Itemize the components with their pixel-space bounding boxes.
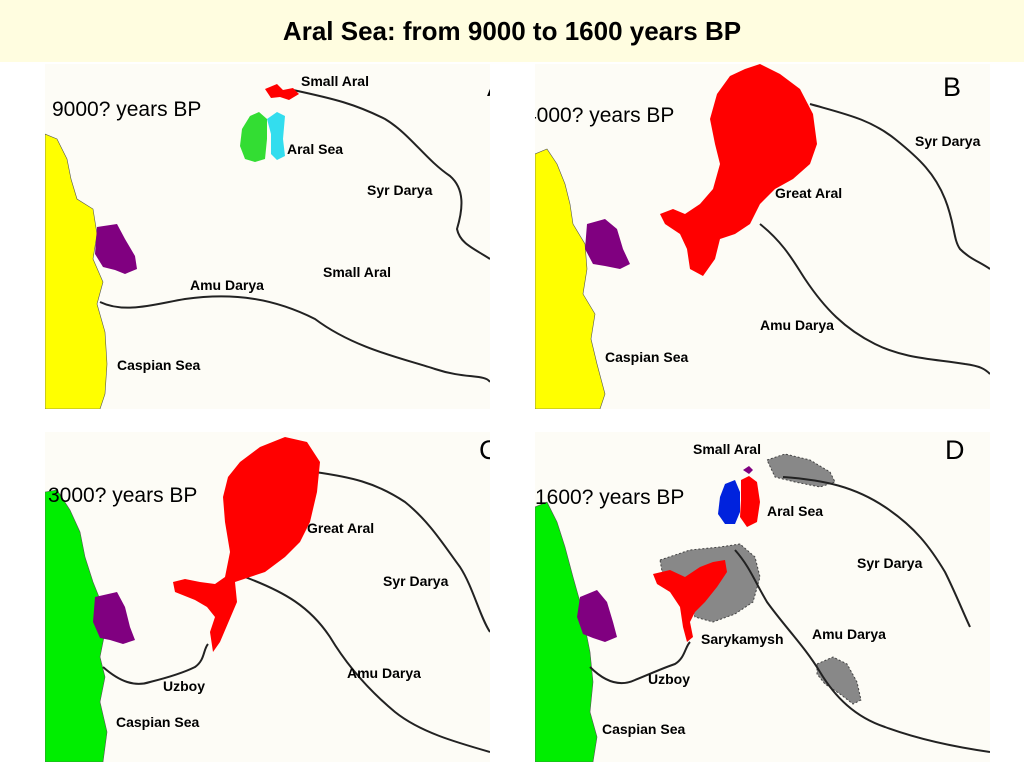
map-d-graphic — [535, 453, 990, 762]
aral-green-shape — [240, 112, 267, 162]
panel-letter: A — [487, 72, 490, 103]
aral-red-shape — [740, 476, 760, 527]
small-aral-shape — [743, 466, 753, 474]
label-caspian-sea: Caspian Sea — [117, 357, 201, 373]
label-amu-darya: Amu Darya — [760, 317, 834, 333]
syr-darya-river — [314, 471, 490, 633]
age-label: 9000? years BP — [52, 98, 202, 121]
syr-darya-river — [809, 103, 990, 270]
age-label: 3000? years BP — [48, 484, 198, 507]
label-syr-darya: Syr Darya — [383, 573, 449, 589]
panel-letter: C — [479, 435, 490, 465]
label-caspian-sea: Caspian Sea — [602, 721, 686, 737]
small-aral-shape — [265, 84, 299, 100]
caspian-sea-shape — [535, 148, 606, 409]
map-b-graphic — [535, 64, 990, 409]
uzboy-river — [102, 643, 209, 685]
map-panel-d: 1600? years BP D Small Aral Aral Sea Syr… — [535, 432, 990, 762]
lake-shape — [93, 592, 135, 644]
amu-darya-river — [734, 549, 990, 753]
label-aral-sea: Aral Sea — [287, 141, 344, 157]
label-caspian-sea: Caspian Sea — [116, 714, 200, 730]
great-aral-shape — [660, 64, 817, 276]
label-syr-darya: Syr Darya — [915, 133, 981, 149]
label-amu-darya: Amu Darya — [190, 277, 264, 293]
great-aral-shape — [173, 437, 320, 652]
label-caspian-sea: Caspian Sea — [605, 349, 689, 365]
amu-darya-river — [759, 223, 990, 375]
sarykamysh-shape — [653, 560, 727, 642]
dry-area-north — [766, 453, 836, 488]
syr-darya-river — [292, 89, 490, 260]
label-syr-darya: Syr Darya — [367, 182, 433, 198]
dry-area-south — [816, 656, 862, 705]
label-aral-sea: Aral Sea — [767, 503, 824, 519]
label-small-aral: Small Aral — [693, 441, 761, 457]
caspian-sea-shape — [45, 133, 108, 409]
title-bar: Aral Sea: from 9000 to 1600 years BP — [0, 0, 1024, 62]
label-uzboy: Uzboy — [648, 671, 690, 687]
label-great-aral: Great Aral — [775, 185, 843, 201]
lake-shape — [95, 224, 137, 274]
page-title: Aral Sea: from 9000 to 1600 years BP — [282, 15, 742, 46]
label-small-aral-top: Small Aral — [301, 73, 369, 89]
label-small-aral: Small Aral — [323, 264, 391, 280]
panel-letter: D — [945, 435, 965, 465]
label-sarykamysh: Sarykamysh — [701, 631, 784, 647]
panel-letter: B — [943, 72, 962, 102]
lake-shape — [577, 590, 617, 642]
label-amu-darya: Amu Darya — [347, 665, 421, 681]
caspian-sea-shape — [535, 501, 598, 762]
label-uzboy: Uzboy — [163, 678, 205, 694]
map-a-graphic — [45, 84, 490, 409]
label-great-aral: Great Aral — [307, 520, 375, 536]
label-amu-darya: Amu Darya — [812, 626, 886, 642]
map-panel-b: 4000? years BP B Syr Darya Great Aral Am… — [535, 64, 990, 409]
uzboy-river — [589, 641, 691, 685]
syr-darya-river — [782, 476, 971, 628]
aral-cyan-shape — [267, 112, 285, 160]
amu-darya-river — [99, 295, 490, 383]
label-syr-darya: Syr Darya — [857, 555, 923, 571]
lake-shape — [585, 219, 630, 269]
map-panel-c: 3000? years BP C Great Aral Syr Darya Am… — [45, 432, 490, 762]
age-label: 4000? years BP — [535, 104, 675, 127]
age-label: 1600? years BP — [535, 486, 685, 509]
map-c-graphic — [45, 437, 490, 762]
aral-blue-shape — [718, 480, 740, 524]
map-panel-a: 9000? years BP A Small Aral Aral Sea Syr… — [45, 64, 490, 409]
amu-darya-river — [244, 576, 490, 753]
